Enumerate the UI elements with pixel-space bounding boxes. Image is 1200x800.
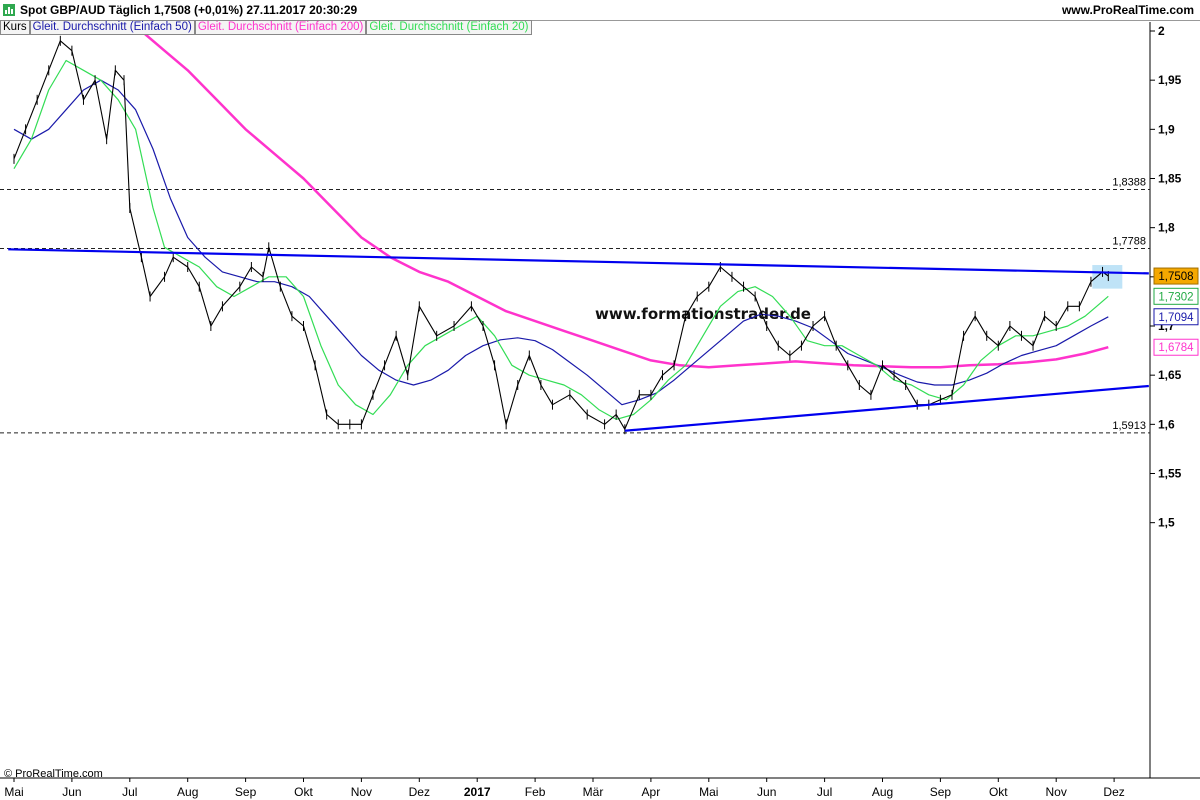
x-tick-label-4: Sep xyxy=(235,785,257,799)
price-label-2: 1,7094 xyxy=(1158,312,1194,324)
instrument-title: Spot GBP/AUD Täglich 1,7508 (+0,01%) 27.… xyxy=(20,3,358,17)
legend: Kurs Gleit. Durchschnitt (Einfach 50) Gl… xyxy=(0,20,532,35)
y-tick-label-8: 1,6 xyxy=(1158,417,1175,431)
watermark: www.formationstrader.de xyxy=(595,305,811,323)
x-tick-label-10: Mär xyxy=(583,785,604,799)
x-tick-label-17: Okt xyxy=(989,785,1008,799)
x-tick-label-3: Aug xyxy=(177,785,198,799)
y-tick-label-10: 1,5 xyxy=(1158,516,1175,530)
legend-sma20[interactable]: Gleit. Durchschnitt (Einfach 20) xyxy=(366,20,532,35)
y-tick-label-3: 1,85 xyxy=(1158,172,1182,186)
chart-icon xyxy=(3,4,15,16)
x-tick-label-8: 2017 xyxy=(464,785,491,799)
series-line-1 xyxy=(13,59,1109,420)
x-tick-label-5: Okt xyxy=(294,785,313,799)
chart-header: Spot GBP/AUD Täglich 1,7508 (+0,01%) 27.… xyxy=(0,0,1200,21)
legend-sma200[interactable]: Gleit. Durchschnitt (Einfach 200) xyxy=(194,20,367,35)
series-line-2 xyxy=(13,79,1109,406)
y-tick-label-0: 2 xyxy=(1158,24,1165,38)
x-tick-label-18: Nov xyxy=(1046,785,1067,799)
series-line-3 xyxy=(140,30,1109,369)
price-label-3: 1,6784 xyxy=(1158,342,1194,354)
legend-sma50[interactable]: Gleit. Durchschnitt (Einfach 50) xyxy=(29,20,195,35)
trendline-support xyxy=(624,384,1149,432)
y-tick-label-7: 1,65 xyxy=(1158,368,1182,382)
site-label[interactable]: www.ProRealTime.com xyxy=(1061,3,1194,17)
x-tick-label-1: Jun xyxy=(62,785,81,799)
x-tick-label-19: Dez xyxy=(1103,785,1124,799)
price-label-0: 1,7508 xyxy=(1158,271,1193,283)
copyright: © ProRealTime.com xyxy=(4,768,103,780)
price-label-box-0 xyxy=(1153,267,1199,285)
y-tick-label-9: 1,55 xyxy=(1158,467,1182,481)
x-tick-label-16: Sep xyxy=(930,785,952,799)
price-label-1: 1,7302 xyxy=(1158,291,1193,303)
price-label-box-3 xyxy=(1153,338,1199,356)
y-tick-label-4: 1,8 xyxy=(1158,221,1175,235)
x-tick-label-0: Mai xyxy=(4,785,23,799)
level-label-1: 1,7788 xyxy=(1112,236,1146,248)
x-tick-label-14: Jul xyxy=(817,785,832,799)
x-tick-label-11: Apr xyxy=(642,785,661,799)
x-tick-label-2: Jul xyxy=(122,785,137,799)
price-label-box-2 xyxy=(1153,308,1199,326)
x-tick-label-15: Aug xyxy=(872,785,893,799)
legend-kurs[interactable]: Kurs xyxy=(0,20,30,35)
y-tick-label-1: 1,95 xyxy=(1158,73,1182,87)
x-tick-label-6: Nov xyxy=(351,785,372,799)
series-line-0 xyxy=(13,40,1109,430)
x-tick-label-7: Dez xyxy=(409,785,430,799)
x-tick-label-13: Jun xyxy=(757,785,776,799)
level-label-0: 1,8388 xyxy=(1112,177,1146,189)
x-tick-label-12: Mai xyxy=(699,785,718,799)
last-price-highlight xyxy=(1092,265,1123,289)
level-label-2: 1,5913 xyxy=(1112,420,1146,432)
x-tick-label-9: Feb xyxy=(525,785,546,799)
price-label-box-1 xyxy=(1153,287,1199,305)
trendline-resistance xyxy=(8,248,1149,275)
y-tick-label-2: 1,9 xyxy=(1158,122,1175,136)
